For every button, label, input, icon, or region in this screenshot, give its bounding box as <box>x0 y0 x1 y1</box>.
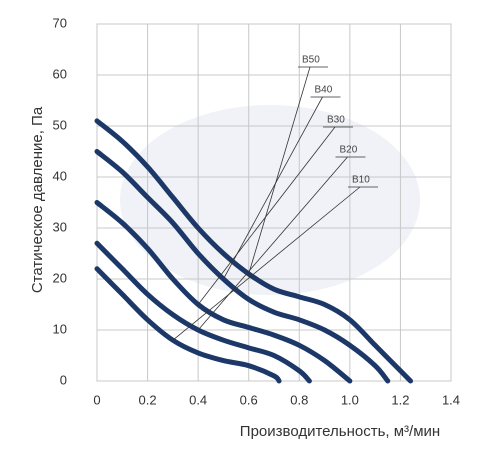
series-line <box>94 266 282 384</box>
y-tick-label: 10 <box>53 321 67 336</box>
leader-line <box>197 126 336 305</box>
x-axis-label: Производительность, м³/мин <box>240 423 440 440</box>
x-tick-label: 0.4 <box>189 392 207 407</box>
y-tick-label: 30 <box>53 219 67 234</box>
x-tick-label: 1.4 <box>442 392 460 407</box>
y-tick-label: 40 <box>53 168 67 183</box>
legend-label: B20 <box>340 145 358 156</box>
leader-line <box>197 156 348 331</box>
series-line <box>94 118 414 384</box>
x-tick-label: 1.2 <box>391 392 409 407</box>
series-line <box>94 200 353 384</box>
x-tick-label: 1.0 <box>341 392 359 407</box>
legend-label: B10 <box>352 175 370 186</box>
leader-line <box>248 66 311 275</box>
y-tick-label: 60 <box>53 66 67 81</box>
x-tick-label: 0.2 <box>139 392 157 407</box>
series-line <box>94 149 391 384</box>
y-tick-label: 0 <box>60 372 67 387</box>
y-axis-label: Статическое давление, Па <box>29 106 46 293</box>
legend-label: B30 <box>327 115 345 126</box>
y-tick-label: 20 <box>53 270 67 285</box>
x-tick-label: 0.8 <box>290 392 308 407</box>
legend-label: B50 <box>302 55 320 66</box>
x-tick-label: 0 <box>93 392 100 407</box>
x-tick-label: 0.6 <box>240 392 258 407</box>
leader-line <box>172 186 361 341</box>
legend-label: B40 <box>315 85 333 96</box>
series-line <box>94 240 312 384</box>
leader-line <box>223 96 323 280</box>
y-tick-label: 50 <box>53 117 67 132</box>
y-tick-label: 70 <box>53 15 67 30</box>
